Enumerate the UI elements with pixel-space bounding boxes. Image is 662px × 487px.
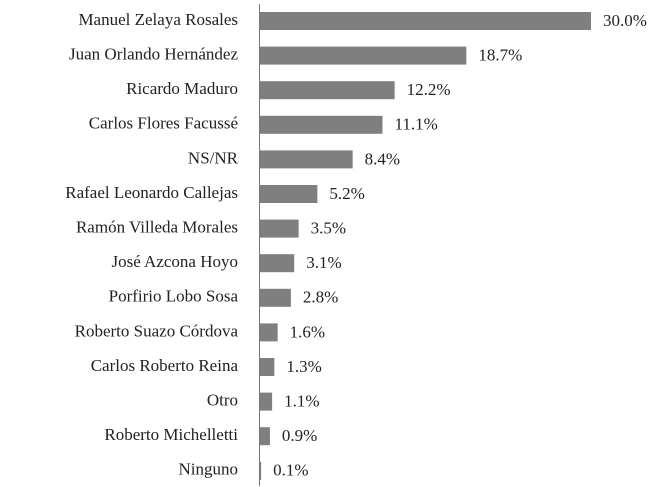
value-label: 1.3%	[286, 357, 321, 376]
value-label: 8.4%	[365, 149, 400, 168]
category-label: NS/NR	[188, 148, 239, 167]
category-label: Ramón Villeda Morales	[76, 218, 238, 237]
bar	[260, 81, 395, 100]
category-label: Porfirio Lobo Sosa	[109, 287, 239, 306]
value-label: 0.9%	[282, 426, 317, 445]
category-label: Roberto Suazo Córdova	[75, 321, 239, 340]
category-label: Otro	[207, 391, 238, 410]
value-label: 1.1%	[284, 392, 319, 411]
bar	[260, 427, 270, 446]
value-label: 11.1%	[394, 115, 437, 134]
category-label: Juan Orlando Hernández	[69, 45, 238, 64]
bar	[260, 46, 467, 65]
category-label: Rafael Leonardo Callejas	[65, 183, 238, 202]
bar	[260, 288, 291, 307]
value-label: 30.0%	[603, 11, 647, 30]
bar	[260, 115, 383, 134]
value-label: 3.5%	[311, 219, 346, 238]
bar	[260, 461, 262, 480]
category-label: Ricardo Maduro	[126, 79, 238, 98]
value-label: 2.8%	[303, 288, 338, 307]
value-label: 0.1%	[273, 461, 308, 480]
value-label: 18.7%	[478, 46, 522, 65]
category-label: Ninguno	[179, 460, 239, 479]
category-label: José Azcona Hoyo	[111, 252, 238, 271]
value-label: 12.2%	[407, 80, 451, 99]
value-label: 3.1%	[306, 253, 341, 272]
bar	[260, 358, 275, 376]
bar	[260, 254, 295, 273]
category-label: Carlos Roberto Reina	[91, 356, 239, 375]
bar	[260, 185, 318, 203]
value-label: 1.6%	[290, 322, 325, 341]
bar	[260, 219, 299, 238]
bar	[260, 323, 278, 342]
category-label: Carlos Flores Facussé	[89, 114, 238, 133]
bar	[260, 150, 353, 169]
category-label: Manuel Zelaya Rosales	[78, 10, 238, 29]
value-label: 5.2%	[329, 184, 364, 203]
category-label: Roberto Michelletti	[104, 425, 238, 444]
bar	[260, 392, 273, 411]
bar	[260, 12, 591, 30]
